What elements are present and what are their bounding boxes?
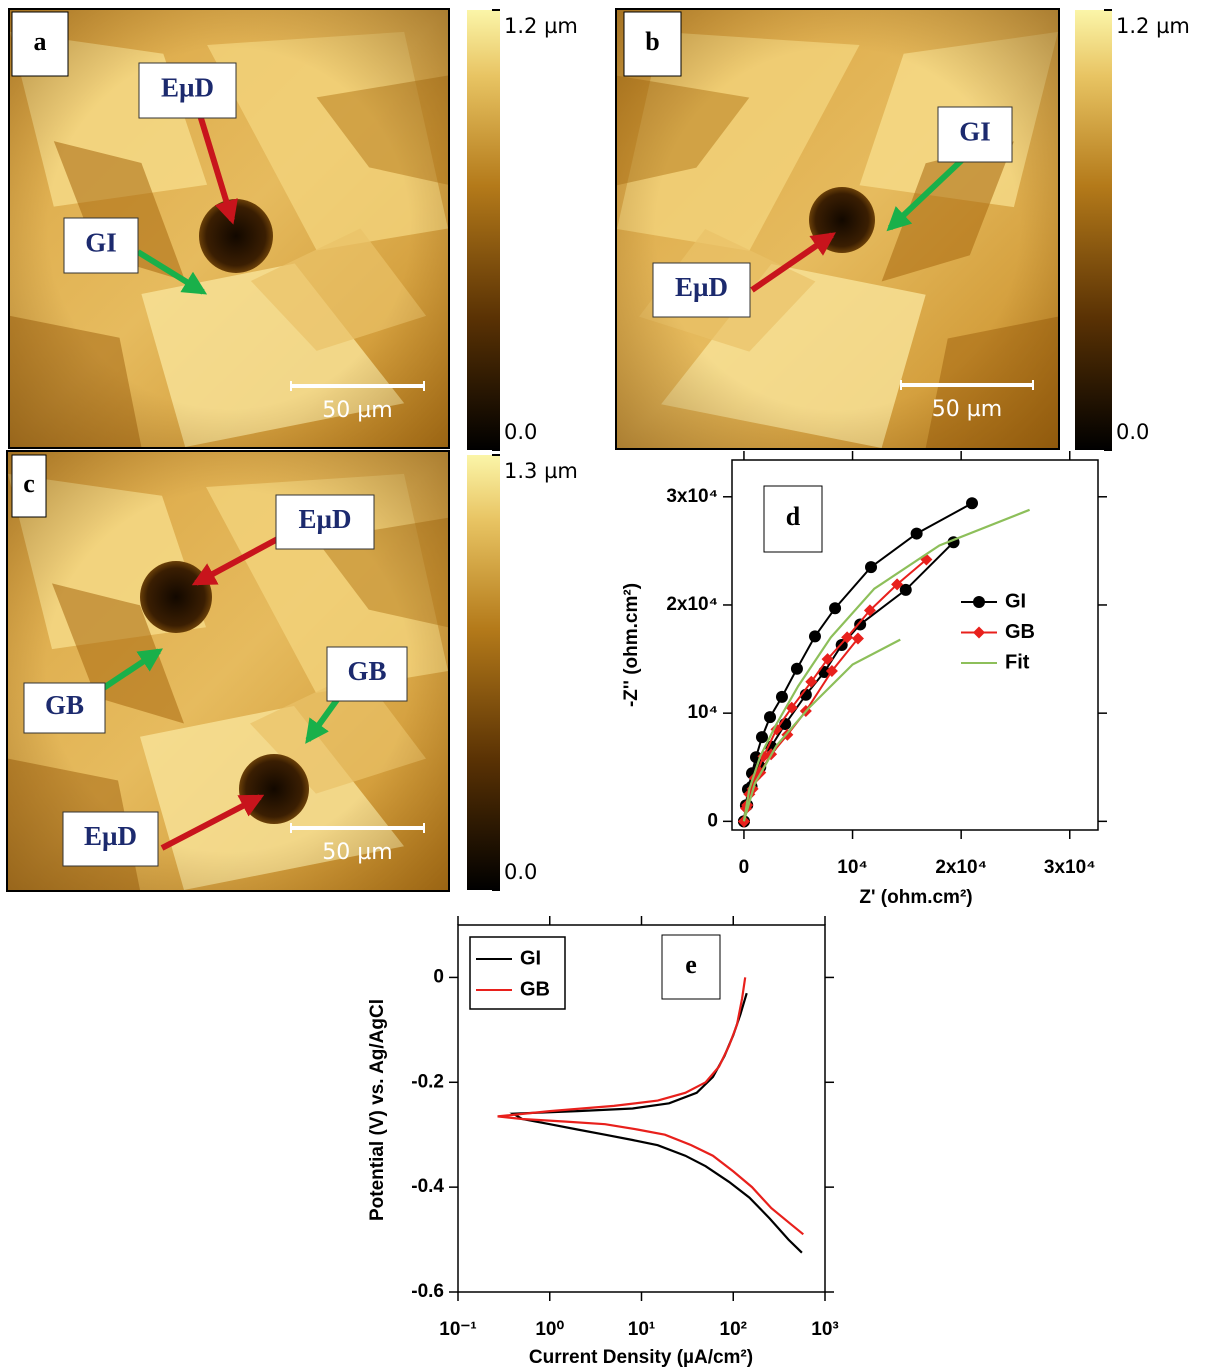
series-line [744, 560, 927, 822]
pit [140, 561, 212, 633]
x-axis-title: Z' (ohm.cm²) [859, 887, 972, 908]
annotation: GI [959, 117, 991, 147]
figure: 50 µm a EµD GI 1.2 µm 0.0 50 µm b GI EµD 1.2 µm 0.0… [0, 0, 1205, 1372]
annotation: EµD [298, 504, 351, 534]
data-point [865, 561, 877, 573]
y-tick-label: 3x10⁴ [666, 486, 718, 507]
legend-label: GI [1005, 590, 1026, 612]
y-tick-label: 10⁴ [687, 702, 718, 723]
scale-bar-label: 50 µm [932, 397, 1002, 422]
annotation: GB [347, 656, 386, 686]
x-tick-label: 10¹ [628, 1319, 655, 1340]
colorbar [467, 455, 500, 890]
annotation: EµD [161, 73, 214, 103]
y-tick-label: -0.6 [411, 1281, 444, 1302]
data-point [973, 627, 985, 639]
legend-label: GB [520, 978, 550, 1000]
scale-bar-label: 50 µm [322, 398, 392, 423]
colorbar [467, 10, 500, 450]
x-tick-label: 0 [739, 857, 750, 878]
y-axis-title: -Z'' (ohm.cm²) [621, 583, 642, 707]
x-tick-label: 3x10⁴ [1044, 857, 1096, 878]
annotation: EµD [84, 821, 137, 851]
colorbar-tick-label: 1.2 µm [1116, 14, 1190, 38]
colorbar-tick-label: 0.0 [1116, 420, 1149, 444]
legend-label: GB [1005, 621, 1035, 643]
y-tick-label: -0.2 [411, 1071, 444, 1092]
pit [239, 754, 309, 824]
panel-label: d [786, 502, 801, 531]
data-point [854, 618, 866, 630]
data-point [911, 528, 923, 540]
colorbar-tick-label: 1.2 µm [504, 14, 578, 38]
data-point [809, 630, 821, 642]
data-point [764, 711, 776, 723]
colorbar-tick-label: 0.0 [504, 420, 537, 444]
pit [199, 199, 273, 273]
y-axis-title: Potential (V) vs. Ag/AgCl [367, 999, 388, 1221]
data-point [791, 663, 803, 675]
x-axis-title: Current Density (µA/cm²) [529, 1347, 753, 1368]
y-tick-label: 0 [433, 966, 444, 987]
legend-label: Fit [1005, 651, 1030, 673]
x-tick-label: 2x10⁴ [935, 857, 987, 878]
x-tick-label: 10⁴ [837, 857, 868, 878]
x-tick-label: 10² [720, 1319, 747, 1340]
data-point [776, 691, 788, 703]
legend-label: GI [520, 947, 541, 969]
data-point [829, 602, 841, 614]
annotation: GB [45, 690, 84, 720]
data-point [966, 497, 978, 509]
colorbar-tick-label: 0.0 [504, 860, 537, 884]
scale-bar-label: 50 µm [322, 840, 392, 865]
legend-box [470, 937, 565, 1009]
panel-label: c [23, 469, 35, 498]
annotation: GI [85, 228, 117, 258]
y-tick-label: -0.4 [411, 1176, 444, 1197]
data-point [756, 731, 768, 743]
annotation: EµD [675, 272, 728, 302]
panel-label: a [34, 27, 47, 56]
x-tick-label: 10⁻¹ [439, 1319, 477, 1340]
x-tick-label: 10³ [811, 1319, 838, 1340]
y-tick-label: 0 [707, 810, 718, 831]
series-line [513, 993, 802, 1252]
x-tick-label: 10⁰ [535, 1319, 564, 1340]
y-tick-label: 2x10⁴ [666, 594, 718, 615]
page: {"chart_data": [ {"type": "image", "pane… [0, 0, 1205, 1372]
colorbar-tick-label: 1.3 µm [504, 459, 578, 483]
panel-label: b [645, 27, 659, 56]
colorbar [1075, 10, 1112, 450]
panel-label: e [685, 950, 697, 979]
data-point [973, 596, 985, 608]
